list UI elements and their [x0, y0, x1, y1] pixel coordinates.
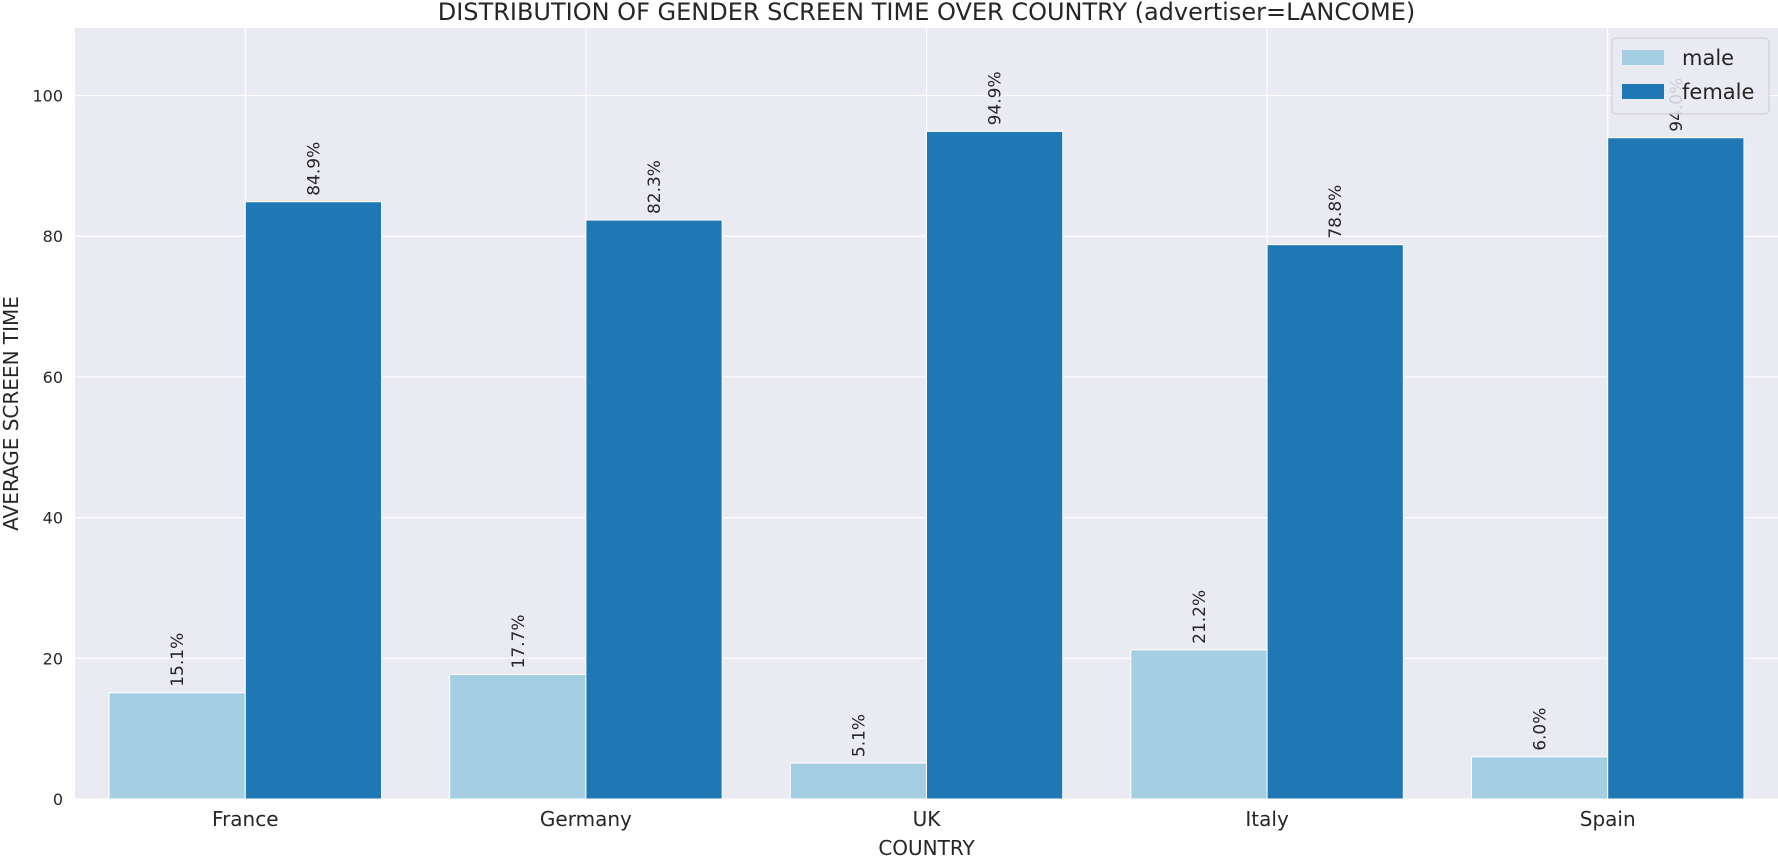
bar-value-label: 84.9%: [304, 142, 324, 196]
bar-value-label: 6.0%: [1531, 708, 1551, 751]
bar-female-france: [244, 201, 383, 800]
bar-value-label: 15.1%: [168, 633, 188, 687]
bar-male-spain: [1470, 756, 1609, 800]
x-tick-label: Spain: [1580, 807, 1636, 831]
y-axis-label: AVERAGE SCREEN TIME: [0, 296, 23, 531]
bar-female-spain: [1607, 137, 1745, 800]
legend-swatch-male: [1622, 50, 1664, 65]
y-tick-label: 20: [43, 649, 63, 668]
y-tick-label: 60: [43, 368, 63, 387]
bar-value-label: 78.8%: [1326, 185, 1346, 239]
y-tick-label: 80: [43, 227, 63, 246]
x-tick-label: Germany: [540, 807, 632, 831]
legend-label-male: male: [1682, 46, 1734, 70]
legend-swatch-female: [1622, 84, 1664, 99]
bars: [108, 130, 1745, 800]
bar-male-uk: [789, 762, 928, 800]
bar-female-germany: [585, 219, 723, 800]
x-tick-label: UK: [913, 807, 942, 831]
y-tick-label: 40: [43, 509, 63, 528]
bar-value-label: 82.3%: [645, 160, 665, 214]
x-axis-ticks: France Germany UK Italy Spain: [212, 807, 1636, 831]
y-tick-label: 100: [32, 87, 63, 106]
bar-value-label: 5.1%: [849, 714, 869, 757]
chart-title: DISTRIBUTION OF GENDER SCREEN TIME OVER …: [438, 0, 1416, 26]
legend: male female: [1611, 37, 1770, 115]
x-tick-label: France: [212, 807, 279, 831]
bar-male-france: [108, 692, 246, 800]
bar-value-label: 94.9%: [986, 71, 1006, 125]
legend-label-female: female: [1682, 80, 1754, 104]
bar-male-germany: [449, 673, 587, 800]
y-axis-ticks: 0 20 40 60 80 100: [32, 87, 63, 809]
x-tick-label: Italy: [1245, 807, 1289, 831]
bar-value-label: 17.7%: [509, 614, 529, 668]
bar-value-label: 21.2%: [1190, 590, 1210, 644]
x-axis-label: COUNTRY: [878, 836, 975, 859]
bar-female-uk: [926, 130, 1064, 800]
bar-male-italy: [1130, 649, 1268, 800]
bar-female-italy: [1266, 244, 1404, 800]
y-tick-label: 0: [53, 790, 63, 809]
